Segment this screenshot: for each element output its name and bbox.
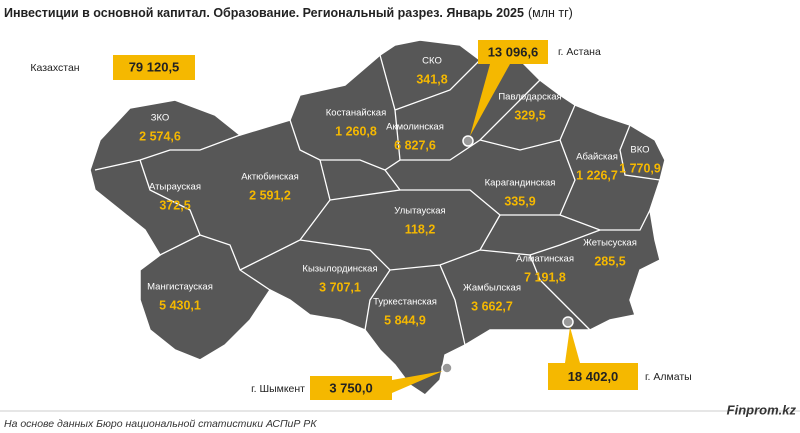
title-main: Инвестиции в основной капитал. Образован…: [4, 6, 524, 20]
city-pointer: [470, 64, 510, 136]
total-value: 79 120,5: [129, 59, 180, 74]
city-box: [310, 376, 392, 400]
city-marker: [462, 135, 474, 147]
border: [559, 139, 651, 231]
border: [159, 234, 201, 256]
border: [400, 79, 541, 161]
region-name: Кызылординская: [302, 264, 377, 275]
region-name: Актюбинская: [241, 172, 299, 183]
city-name: г. Алматы: [645, 371, 692, 383]
title: Инвестиции в основной капитал. Образован…: [4, 6, 573, 20]
city-pointer: [565, 327, 580, 363]
city-value: 3 750,0: [329, 380, 372, 395]
region-value: 2 574,6: [139, 129, 181, 143]
region-value: 335,9: [504, 194, 535, 208]
region-value: 285,5: [594, 254, 625, 268]
map: [89, 39, 666, 396]
total-box: [113, 55, 195, 80]
border: [394, 59, 481, 111]
region-value: 329,5: [514, 108, 545, 122]
region-name: Павлодарская: [498, 92, 561, 103]
region-name: Акмолинская: [386, 122, 444, 133]
region-name: Туркестанская: [373, 297, 437, 308]
border: [619, 124, 661, 181]
region-name: Атырауская: [149, 182, 201, 193]
title-unit: (млн тг): [528, 6, 573, 20]
border: [439, 264, 466, 346]
border: [94, 134, 241, 171]
border: [479, 249, 591, 331]
city-value: 13 096,6: [488, 44, 539, 59]
region-value: 7 191,8: [524, 270, 566, 284]
region-value: 3 707,1: [319, 280, 361, 294]
city-marker: [562, 316, 574, 328]
city-name: г. Астана: [558, 46, 601, 58]
region-value: 372,5: [159, 198, 190, 212]
region-value: 118,2: [405, 222, 436, 236]
border: [479, 104, 576, 151]
country-outline: [89, 39, 666, 396]
region-value: 1 770,9: [619, 161, 661, 175]
source: На основе данных Бюро национальной стати…: [4, 418, 317, 430]
border: [529, 229, 601, 256]
city-marker: [441, 362, 453, 374]
border: [364, 269, 391, 331]
region-value: 1 260,8: [335, 124, 377, 138]
region-name: Костанайская: [326, 108, 386, 119]
total-name: Казахстан: [30, 62, 79, 74]
region-name: Жамбылская: [463, 283, 521, 294]
city-box: [478, 40, 548, 64]
region-name: Улытауская: [394, 206, 445, 217]
region-name: СКО: [422, 56, 442, 67]
region-name: Карагандинская: [485, 178, 556, 189]
city-box: [548, 363, 638, 390]
region-borders: [94, 54, 661, 346]
city-pointer: [392, 371, 443, 393]
region-value: 5 430,1: [159, 298, 201, 312]
city-name: г. Шымкент: [251, 383, 305, 395]
region-name: Алматинская: [516, 254, 574, 265]
region-name: Мангистауская: [147, 282, 213, 293]
border: [384, 169, 560, 216]
city-value: 18 402,0: [568, 369, 619, 384]
region-value: 5 844,9: [384, 313, 426, 327]
region-value: 341,8: [416, 72, 447, 86]
region-name: ЗКО: [151, 113, 170, 124]
region-value: 2 591,2: [249, 188, 291, 202]
region-value: 6 827,6: [394, 138, 436, 152]
border: [289, 54, 401, 171]
region-value: 1 226,7: [576, 168, 618, 182]
border: [329, 189, 401, 201]
border: [299, 214, 501, 271]
region-value: 3 662,7: [471, 299, 513, 313]
border: [239, 159, 331, 271]
region-name: Абайская: [576, 152, 618, 163]
region-name: Жетысуская: [583, 238, 637, 249]
brand: Finprom.kz: [727, 402, 797, 417]
region-name: ВКО: [630, 145, 649, 156]
